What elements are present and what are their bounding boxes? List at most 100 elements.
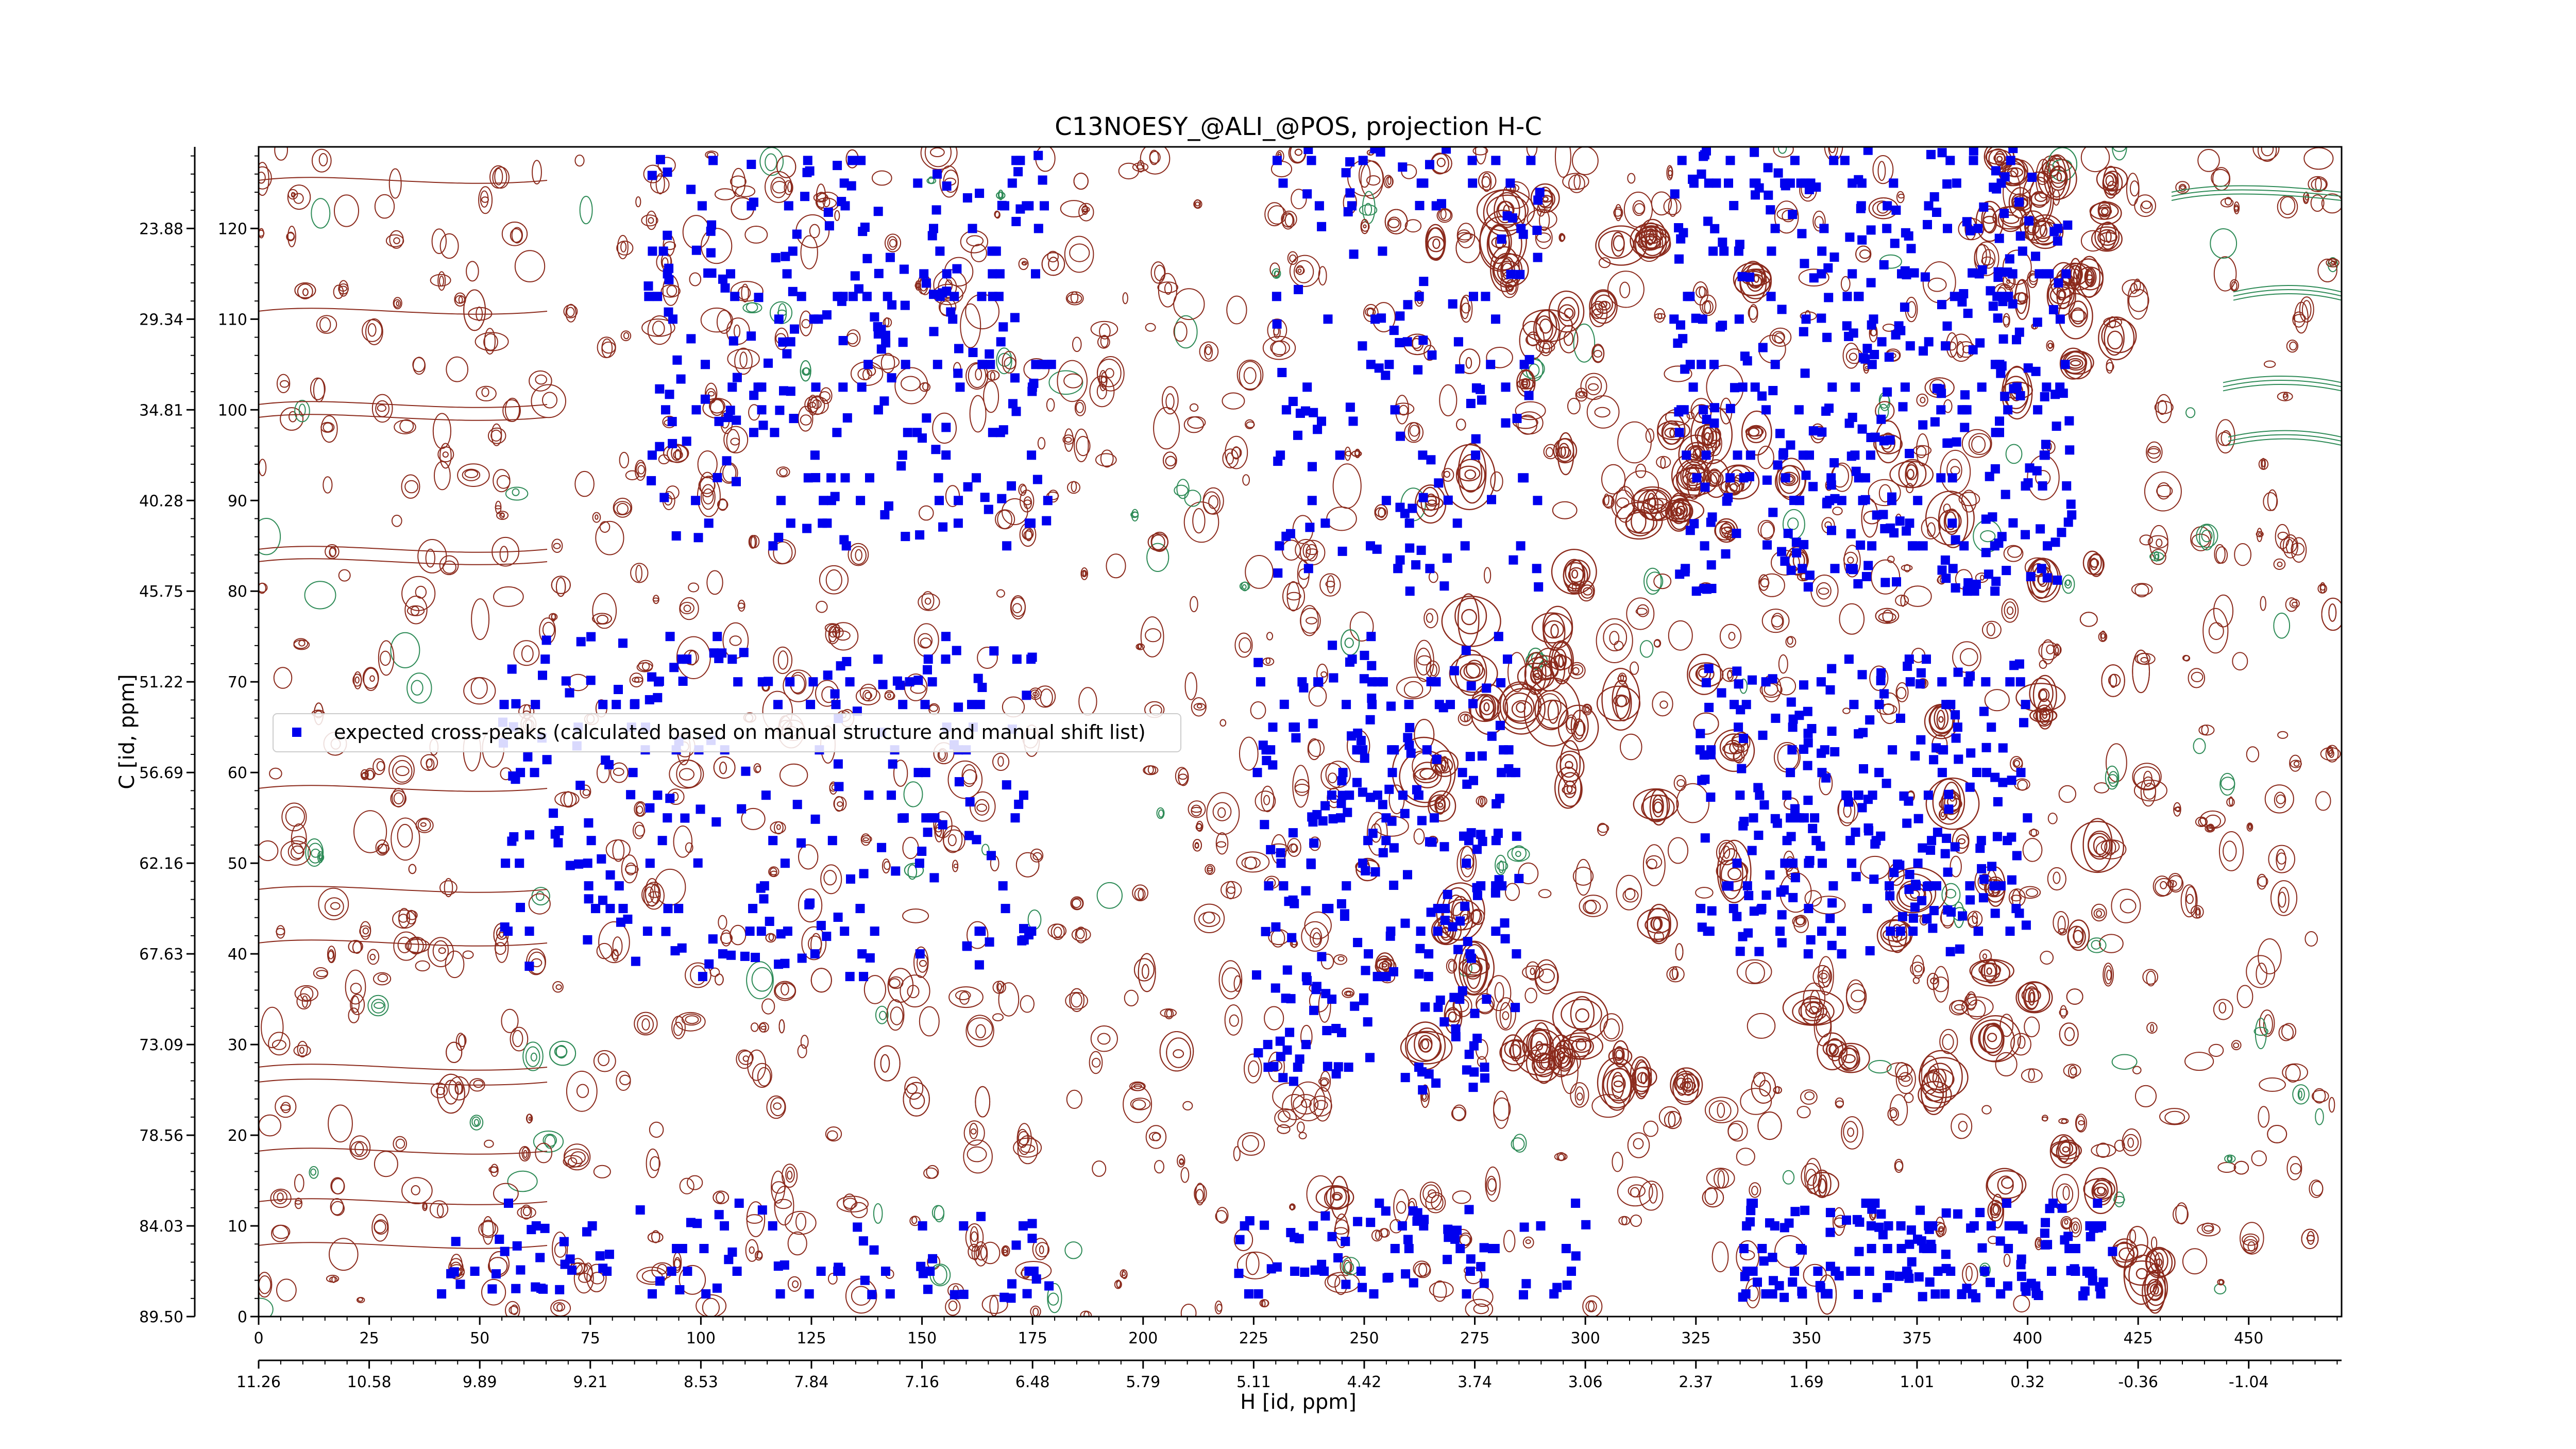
- cross-peak-marker: [1768, 508, 1778, 517]
- contour-ring: [2059, 1008, 2069, 1017]
- cross-peak-marker: [863, 360, 873, 369]
- cross-peak-marker: [2031, 251, 2040, 261]
- cross-peak-marker: [802, 167, 812, 177]
- contour-ring: [535, 374, 547, 385]
- cross-peak-marker: [1040, 201, 1049, 211]
- contour-ring: [500, 513, 505, 517]
- contour-ring: [352, 673, 362, 687]
- cross-peak-marker: [1431, 677, 1441, 687]
- cross-peak-marker: [647, 450, 657, 460]
- cross-peak-marker: [1750, 382, 1760, 392]
- cross-peak-marker: [1963, 578, 1973, 588]
- cross-peak-marker: [1496, 678, 1506, 687]
- contour-ring: [1736, 1148, 1755, 1166]
- cross-peak-marker: [1011, 216, 1021, 226]
- contour-ring: [820, 387, 833, 405]
- cross-peak-marker: [2000, 392, 2010, 401]
- contour-ring: [2144, 471, 2182, 512]
- contour-ring: [848, 543, 869, 566]
- contour-ring: [1645, 428, 1655, 443]
- contour-ring: [926, 1165, 939, 1179]
- cross-peak-marker: [935, 246, 945, 256]
- contour-ring: [320, 422, 335, 433]
- cross-peak-marker: [1783, 529, 1793, 538]
- cross-peak-marker: [1340, 909, 1349, 919]
- cross-peak-marker: [1995, 416, 2004, 426]
- contour-ring: [354, 676, 360, 684]
- cross-peak-marker: [1991, 166, 2001, 176]
- contour-ring: [1015, 852, 1040, 878]
- cross-peak-marker: [790, 324, 799, 334]
- cross-peak-marker: [920, 700, 930, 710]
- contour-ring: [714, 188, 736, 200]
- cross-peak-marker: [661, 405, 670, 415]
- contour-ring: [980, 1241, 1001, 1265]
- cross-peak-marker: [751, 953, 760, 962]
- contour-ring: [357, 1297, 363, 1302]
- cross-peak-marker: [1460, 541, 1470, 551]
- cross-peak-marker: [1320, 801, 1330, 811]
- contour-ring: [2134, 1085, 2157, 1107]
- contour-ring: [630, 563, 649, 583]
- cross-peak-marker: [1811, 836, 1821, 846]
- cross-peak-marker: [859, 972, 869, 982]
- contour-ring: [466, 261, 479, 282]
- contour-ring: [1417, 655, 1432, 666]
- cross-peak-marker: [1846, 529, 1856, 538]
- contour-ring: [642, 662, 650, 671]
- contour-ring: [2289, 599, 2300, 609]
- cross-peak-marker: [1777, 910, 1787, 920]
- contour-ring: [513, 640, 540, 666]
- cross-peak-marker: [1423, 972, 1433, 982]
- cross-peak-marker: [917, 847, 927, 856]
- cross-peak-marker: [669, 663, 679, 672]
- contour-ring: [1951, 1113, 1973, 1139]
- cross-peak-marker: [977, 292, 987, 301]
- cross-peak-marker: [1419, 277, 1429, 287]
- contour-ring: [1916, 446, 1927, 459]
- contour-ring: [2221, 777, 2235, 790]
- contour-ring: [613, 497, 633, 518]
- cross-peak-marker: [1788, 210, 1798, 220]
- contour-ring: [1995, 1052, 2018, 1076]
- contour-ring: [259, 1272, 273, 1298]
- cross-peak-marker: [1422, 745, 1432, 755]
- cross-peak-marker: [1276, 848, 1285, 857]
- contour-ring: [1293, 1094, 1319, 1115]
- contour-ring: [1075, 926, 1087, 943]
- contour-ring: [827, 1273, 838, 1285]
- cross-peak-marker: [826, 473, 836, 483]
- cross-peak-marker: [774, 959, 784, 969]
- contour-ring: [1244, 856, 1257, 870]
- cross-peak-marker: [1317, 222, 1327, 231]
- cross-peak-marker: [1854, 175, 1863, 184]
- cross-peak-marker: [1336, 799, 1346, 808]
- cross-peak-marker: [838, 292, 848, 301]
- cross-peak-marker: [1817, 427, 1827, 437]
- cross-peak-marker: [665, 390, 674, 399]
- cross-peak-marker: [1001, 904, 1010, 914]
- contour-ring: [774, 1186, 794, 1226]
- cross-peak-marker: [1959, 405, 1969, 415]
- cross-peak-marker: [2023, 813, 2032, 823]
- cross-peak-marker: [786, 337, 795, 347]
- cross-peak-marker: [1979, 706, 1989, 716]
- cross-peak-marker: [948, 314, 958, 324]
- contour-ring: [2231, 281, 2238, 291]
- contour-ring: [2232, 652, 2248, 671]
- contour-ring: [702, 1298, 720, 1317]
- cross-peak-marker: [1858, 353, 1868, 363]
- contour-ring: [1949, 1000, 1968, 1016]
- contour-ring: [2256, 531, 2264, 537]
- contour-ring: [1984, 689, 2010, 712]
- contour-ring: [507, 1170, 538, 1192]
- contour-ring: [816, 600, 828, 613]
- contour-ring: [2139, 534, 2153, 546]
- contour-ring: [1189, 403, 1199, 412]
- spectrum-contours: [259, 147, 2342, 1317]
- cross-peak-marker: [775, 406, 785, 415]
- contour-ring: [994, 210, 1000, 218]
- contour-ring: [1849, 352, 1858, 361]
- cross-peak-marker: [1358, 787, 1367, 797]
- cross-peak-marker: [1924, 337, 1934, 347]
